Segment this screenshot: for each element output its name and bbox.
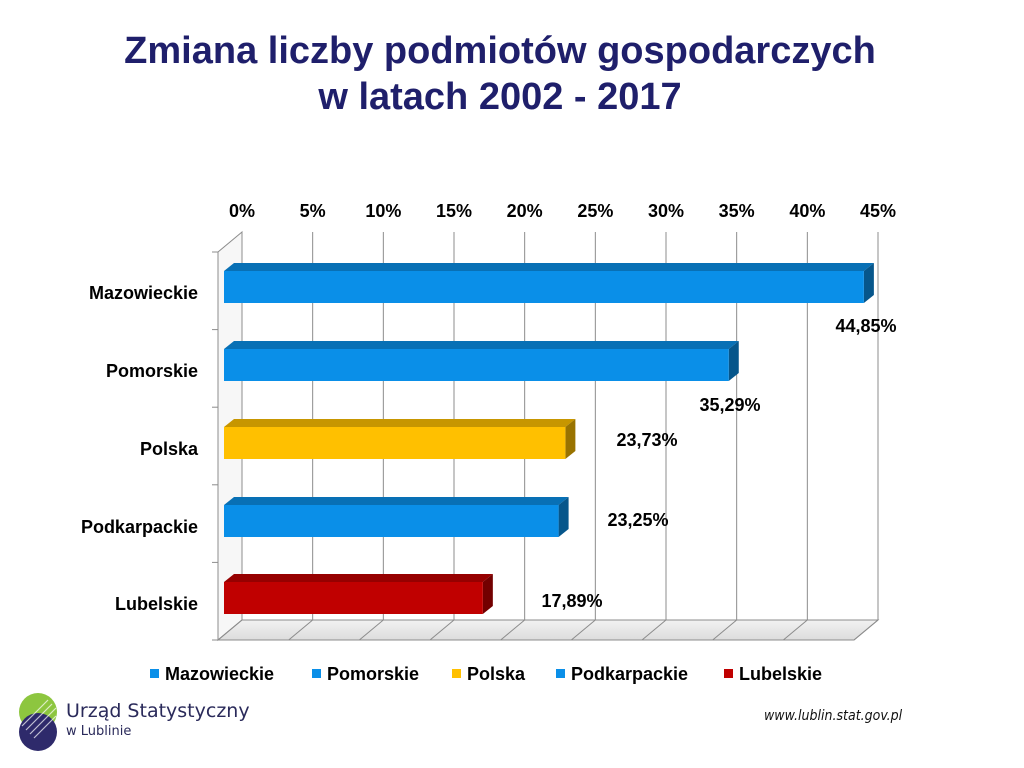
category-label: Polska <box>140 439 199 459</box>
category-label: Pomorskie <box>106 361 198 381</box>
bar-top <box>224 341 739 349</box>
legend-swatch <box>556 669 565 678</box>
gridline-floor <box>429 619 455 641</box>
bar-mazowieckie <box>224 271 864 303</box>
legend: Mazowieckie Pomorskie Polska Podkarpackie Lu… <box>150 664 822 684</box>
bar-polska <box>224 427 566 459</box>
bar-side <box>482 574 493 614</box>
y-axis-categories: Mazowieckie Pomorskie Polska Podkarpackie Lu… <box>81 283 199 614</box>
gridline-floor <box>783 619 808 641</box>
bar-top <box>224 497 569 505</box>
legend-swatch <box>312 669 321 678</box>
bar-side <box>565 419 576 459</box>
title-line-1: Zmiana liczby podmiotów gospodarczych <box>124 30 876 72</box>
data-label: 44,85% <box>835 316 896 336</box>
data-labels: 44,85% 35,29% 23,73% 23,25% 17,89% <box>541 316 896 611</box>
gridline-floor <box>217 619 243 641</box>
legend-label: Podkarpackie <box>571 664 688 684</box>
category-label: Lubelskie <box>115 594 198 614</box>
x-tick-label: 30% <box>648 201 684 221</box>
legend-label: Lubelskie <box>739 664 822 684</box>
org-city: w Lublinie <box>66 724 132 739</box>
logo <box>19 693 57 751</box>
bar-side <box>863 263 874 303</box>
data-label: 23,25% <box>607 510 668 530</box>
x-tick-label: 45% <box>860 201 896 221</box>
bar-top <box>224 574 493 582</box>
gridline-floor <box>853 619 879 641</box>
logo-navy-circle <box>19 713 57 751</box>
title-line-2: w latach 2002 - 2017 <box>318 76 682 118</box>
bar-side <box>728 341 739 381</box>
x-axis-ticks: 0% 5% 10% 15% 20% 25% 30% 35% 40% 45% <box>229 201 896 221</box>
gridline-floor <box>571 619 596 641</box>
data-label: 35,29% <box>699 395 760 415</box>
gridline-floor <box>359 619 384 641</box>
data-label: 23,73% <box>616 430 677 450</box>
gridline-floor <box>288 619 313 641</box>
x-tick-label: 15% <box>436 201 472 221</box>
legend-swatch <box>452 669 461 678</box>
legend-swatch <box>150 669 159 678</box>
gridline-floor <box>500 619 525 641</box>
x-tick-label: 35% <box>719 201 755 221</box>
page-title: Zmiana liczby podmiotów gospodarczych w … <box>0 28 1000 120</box>
x-tick-label: 40% <box>789 201 825 221</box>
x-tick-label: 25% <box>577 201 613 221</box>
org-name: Urząd Statystyczny <box>66 700 250 722</box>
floor <box>216 619 880 641</box>
legend-label: Polska <box>467 664 526 684</box>
logo-lines <box>21 699 57 739</box>
bar-podkarpackie <box>224 505 559 537</box>
legend-swatch <box>724 669 733 678</box>
data-label: 17,89% <box>541 591 602 611</box>
x-tick-label: 5% <box>300 201 326 221</box>
x-tick-label: 0% <box>229 201 255 221</box>
website-url: www.lublin.stat.gov.pl <box>764 708 903 724</box>
category-label: Mazowieckie <box>89 283 198 303</box>
legend-label: Pomorskie <box>327 664 419 684</box>
bar-side <box>558 497 569 537</box>
x-tick-label: 10% <box>365 201 401 221</box>
legend-label: Mazowieckie <box>165 664 274 684</box>
gridline-floor <box>641 619 667 641</box>
gridline-floor <box>712 619 737 641</box>
bar-top <box>224 419 576 427</box>
x-tick-label: 20% <box>507 201 543 221</box>
category-label: Podkarpackie <box>81 517 198 537</box>
bar-pomorskie <box>224 349 729 381</box>
bars <box>224 263 874 614</box>
bar-top <box>224 263 874 271</box>
bar-lubelskie <box>224 582 483 614</box>
